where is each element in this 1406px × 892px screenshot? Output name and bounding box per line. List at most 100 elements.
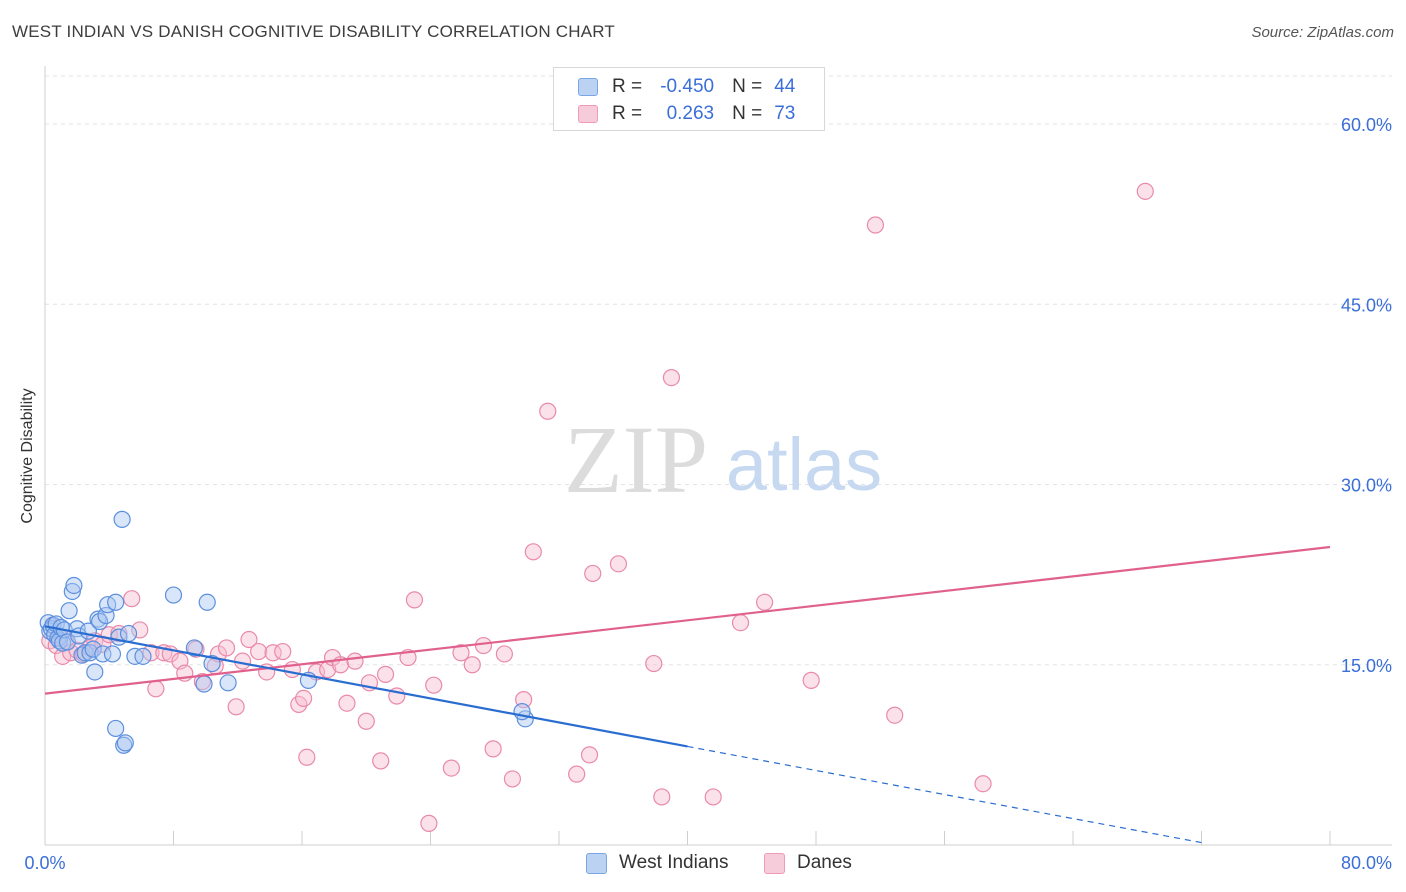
west-indian-point [203,654,221,673]
danes-point [250,642,268,661]
danes-point [539,402,557,420]
danes-point [1136,182,1154,200]
west-indian-point [63,582,81,601]
danes-point [123,590,141,608]
west-indian-point [86,663,104,681]
west-indian-point [76,644,94,662]
danes-point [217,639,236,657]
danes-point [405,591,424,609]
legend-r-label: R = [612,103,643,124]
west-indian-point [116,734,134,752]
danes-point [420,814,438,832]
legend-n-value: 73 [774,103,796,124]
west-indian-point [103,645,122,663]
legend-r-value: 0.263 [666,103,715,124]
legend-r-label: R = [612,76,643,97]
danes-point [731,614,750,632]
danes-point [974,775,992,793]
west-indian-point [119,624,138,643]
x-tick-label-min: 0.0% [24,853,65,873]
legend-row-west-indians: R = -0.450 N = 44 [578,75,795,99]
danes-point [524,543,542,561]
danes-point [142,644,160,662]
x-tick-label-max: 80.0% [1341,853,1392,873]
danes-point [484,740,502,758]
danes-point [568,765,586,783]
west-indian-point [65,576,83,595]
danes-point [584,564,602,583]
legend-swatch-blue [586,852,607,874]
west-indian-point [94,645,112,663]
legend-swatch-blue [578,78,598,96]
danes-point [274,642,292,661]
source-credit: Source: ZipAtlas.com [1251,24,1394,41]
west-indian-point [107,719,125,738]
west-indian-point [134,647,152,665]
danes-point [452,644,470,662]
chart-title: WEST INDIAN VS DANISH COGNITIVE DISABILI… [12,22,616,41]
west-indian-point [97,606,115,625]
danes-point [357,712,375,730]
danes-point [866,216,885,234]
danes-point [372,752,390,770]
danes-trend-line [44,545,1331,695]
y-tick-labels: 15.0% 30.0% 45.0% 60.0% [1341,115,1392,676]
danes-point [147,680,165,698]
danes-point [376,665,395,683]
danes-point [298,748,316,766]
legend-n-value: 44 [774,76,796,97]
legend-label-west-indians: West Indians [619,852,729,873]
watermark-atlas: atlas [726,423,882,506]
west-indian-point [164,586,183,604]
danes-point [295,689,313,708]
danes-point [227,698,245,716]
danes-point [653,788,671,806]
watermark-zip: ZIP [564,406,708,513]
west-indians-trend-extension [687,745,1202,844]
west-indians-points [39,510,534,754]
west-indian-point [195,675,213,693]
danes-point [580,746,599,764]
legend-row-danes: R = 0.263 N = 73 [578,102,795,126]
y-tick-label: 45.0% [1341,295,1392,315]
danes-point [442,759,460,777]
watermark: ZIP atlas [564,406,882,513]
danes-point [886,706,904,724]
danes-point [704,788,722,806]
gridlines [45,75,1392,666]
danes-point [338,694,356,712]
danes-points [41,182,1154,832]
danes-point [463,656,481,674]
west-indian-point [107,593,125,611]
danes-point [802,671,820,689]
legend-n-label: N = [732,103,763,124]
danes-point [609,555,628,573]
y-tick-label: 15.0% [1341,656,1392,676]
danes-point [503,770,522,788]
legend-label-danes: Danes [797,852,852,873]
west-indian-point [60,602,78,620]
west-indian-point [91,612,109,631]
series-legend: West Indians Danes [0,852,1406,876]
axes [44,66,1392,846]
danes-point [495,645,513,663]
legend-r-value: -0.450 [660,76,715,97]
west-indian-point [84,640,102,658]
legend-item-danes[interactable]: Danes [764,852,852,874]
danes-point [425,676,443,694]
danes-point [240,630,258,649]
y-tick-label: 60.0% [1341,115,1392,135]
x-tick-labels: 0.0% 80.0% [24,853,1392,873]
legend-item-west-indians[interactable]: West Indians [586,852,728,874]
danes-point [131,621,149,639]
danes-point [755,593,774,611]
danes-point [645,654,663,673]
west-indian-point [185,639,203,657]
west-indian-point [113,510,131,528]
danes-point [662,368,681,387]
west-indians-trend-line [44,625,688,748]
correlation-legend: R = -0.450 N = 44 R = 0.263 N = 73 [553,67,825,131]
legend-n-label: N = [732,76,763,97]
legend-swatch-pink [764,852,785,874]
